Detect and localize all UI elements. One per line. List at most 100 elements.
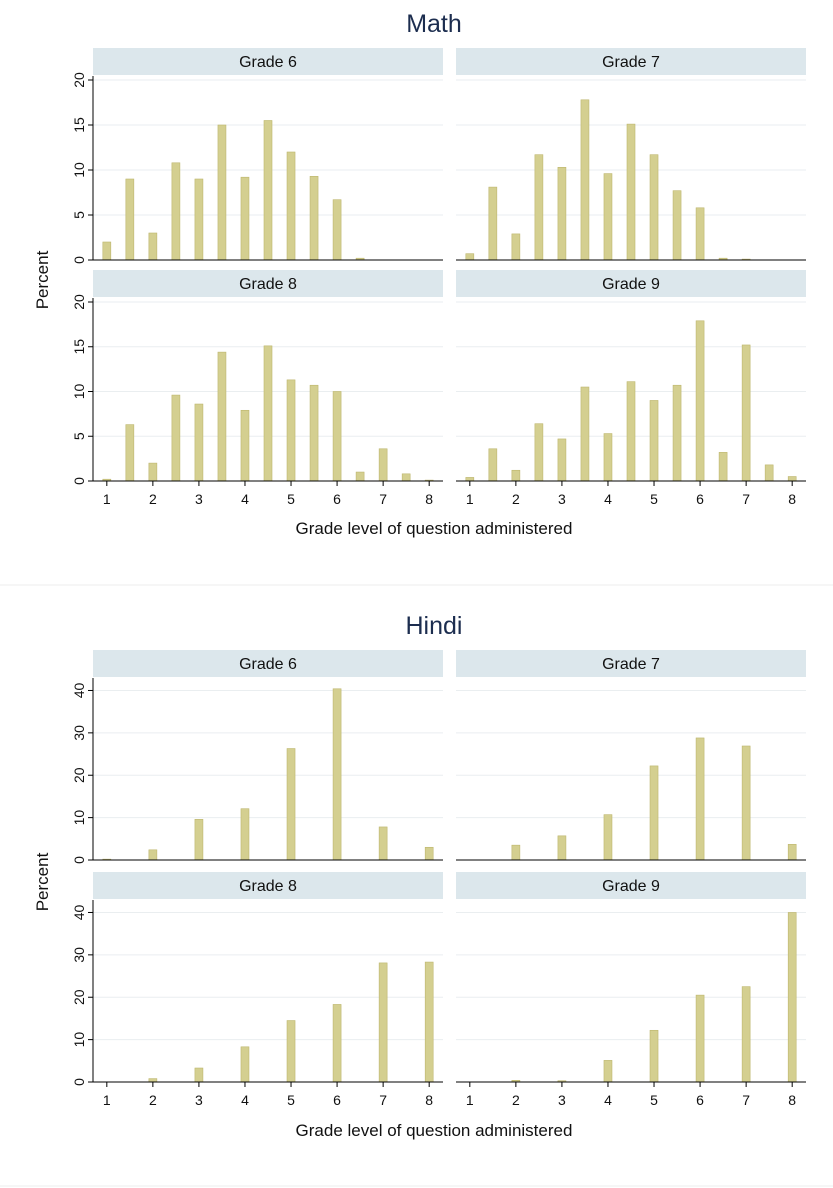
bar: [534, 423, 544, 482]
bar: [649, 1029, 659, 1083]
chart-title: Hindi: [406, 612, 463, 640]
panel-grade-8: Grade 8 0 10 20 30 40 1 2 3 4 5 6 7 8: [71, 872, 443, 1108]
panel-grade-7: Grade 7: [456, 650, 806, 861]
bar: [580, 99, 590, 261]
panel-label: Grade 9: [602, 878, 660, 895]
y-tick-label: 30: [71, 947, 87, 963]
x-tick-label: 1: [103, 491, 111, 507]
x-tick-label: 2: [512, 491, 520, 507]
y-tick-label: 20: [71, 294, 87, 310]
x-tick-label: 3: [195, 1092, 203, 1108]
bar: [286, 379, 296, 482]
bar: [240, 409, 250, 482]
y-tick-label: 40: [71, 904, 87, 920]
bar: [263, 345, 273, 482]
panel-grade-6: Grade 6 0 10 20 30 40: [71, 650, 443, 864]
bar: [649, 400, 659, 482]
y-tick-label: 20: [71, 72, 87, 88]
panel-strip: [93, 872, 443, 899]
panel-label: Grade 8: [239, 276, 297, 293]
x-tick-label: 5: [650, 491, 658, 507]
x-tick-label: 8: [788, 491, 796, 507]
x-tick-label: 8: [788, 1092, 796, 1108]
bar: [557, 438, 567, 482]
chart-hindi: Hindi Percent Grade level of question admi…: [33, 612, 806, 1140]
bar: [125, 178, 135, 261]
bar: [194, 403, 204, 482]
bar: [332, 1004, 342, 1083]
bar: [741, 986, 751, 1083]
x-tick-label: 2: [149, 491, 157, 507]
x-tick-label: 7: [379, 491, 387, 507]
panel-label: Grade 8: [239, 878, 297, 895]
bar: [626, 381, 636, 482]
x-tick-label: 5: [650, 1092, 658, 1108]
x-tick-label: 2: [149, 1092, 157, 1108]
bar: [603, 433, 613, 482]
bar: [511, 469, 521, 482]
panel-strip: [93, 650, 443, 677]
y-axis-label: Percent: [33, 852, 52, 911]
panel-strip: [456, 270, 806, 297]
x-tick-label: 1: [103, 1092, 111, 1108]
bar: [309, 176, 319, 261]
bar: [649, 765, 659, 861]
panel-strip: [93, 48, 443, 75]
x-tick-label: 7: [742, 1092, 750, 1108]
chart-title: Math: [406, 10, 462, 38]
x-tick-label: 5: [287, 1092, 295, 1108]
bar: [603, 173, 613, 261]
x-tick-label: 1: [466, 1092, 474, 1108]
panel-label: Grade 9: [602, 276, 660, 293]
y-tick-label: 30: [71, 725, 87, 741]
panel-grade-7: Grade 7: [456, 48, 806, 261]
bar: [488, 448, 498, 482]
x-tick-label: 7: [742, 491, 750, 507]
bar: [401, 473, 411, 482]
x-tick-label: 6: [696, 1092, 704, 1108]
x-tick-label: 2: [512, 1092, 520, 1108]
y-tick-label: 0: [71, 477, 87, 485]
bar: [148, 1078, 158, 1083]
bar: [695, 207, 705, 261]
bar: [580, 386, 590, 482]
x-tick-label: 4: [604, 491, 612, 507]
x-tick-label: 6: [333, 1092, 341, 1108]
bar: [240, 1046, 250, 1083]
bar: [534, 154, 544, 261]
y-tick-label: 20: [71, 767, 87, 783]
bar: [557, 835, 567, 861]
bar: [332, 688, 342, 861]
y-tick-label: 15: [71, 339, 87, 355]
bar: [465, 253, 475, 261]
bar: [465, 477, 475, 482]
bar: [787, 476, 797, 482]
y-tick-label: 0: [71, 1078, 87, 1086]
x-axis-label: Grade level of question administered: [296, 1121, 573, 1140]
x-tick-label: 4: [604, 1092, 612, 1108]
bar: [764, 464, 774, 482]
bar: [171, 162, 181, 261]
x-tick-label: 8: [425, 1092, 433, 1108]
y-tick-label: 10: [71, 384, 87, 400]
bar: [240, 808, 250, 861]
bar: [741, 344, 751, 482]
bar: [511, 844, 521, 861]
bar: [378, 962, 388, 1083]
bar: [148, 849, 158, 861]
bar: [626, 123, 636, 261]
bar: [424, 961, 434, 1083]
bar: [171, 394, 181, 482]
bar: [148, 232, 158, 261]
bar: [603, 1060, 613, 1083]
bar: [332, 199, 342, 261]
panel-label: Grade 7: [602, 656, 660, 673]
bar: [194, 819, 204, 861]
bar: [194, 178, 204, 261]
y-tick-label: 15: [71, 117, 87, 133]
y-tick-label: 10: [71, 1032, 87, 1048]
x-tick-label: 4: [241, 1092, 249, 1108]
panel-label: Grade 6: [239, 54, 297, 71]
bar: [741, 745, 751, 861]
y-axis-label: Percent: [33, 250, 52, 309]
